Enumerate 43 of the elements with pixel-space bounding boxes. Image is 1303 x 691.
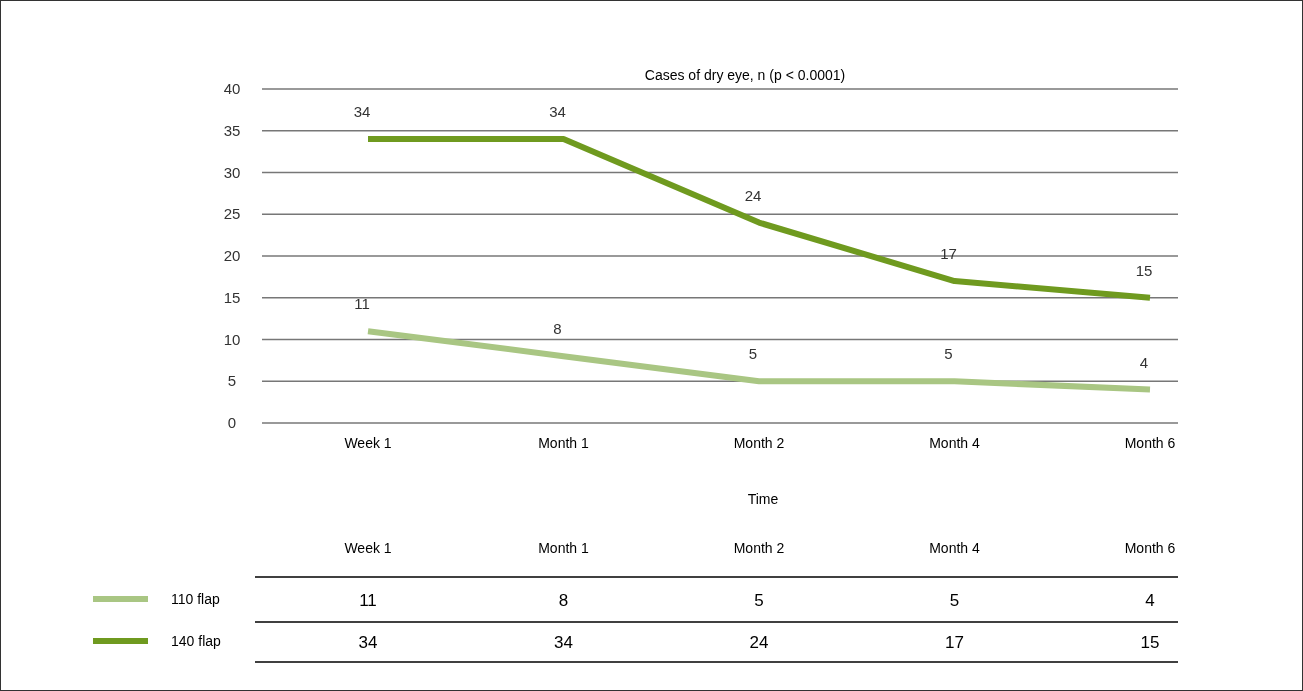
x-tick-label: Month 6 (1124, 435, 1176, 451)
annotation: 15 (1135, 261, 1153, 279)
y-tick-label: 25 (223, 205, 241, 223)
x-tick-label: Month 4 (929, 435, 980, 451)
annotation: 17 (940, 245, 957, 263)
annotation: 8 (553, 320, 562, 338)
data-label: 34 (358, 633, 378, 652)
y-tick-label: 30 (223, 163, 241, 181)
legend-label: 110 flap (171, 591, 220, 607)
chart-title: Cases of dry eye, n (p < 0.0001) (644, 67, 846, 83)
data-label: 4 (1145, 591, 1155, 610)
data-label: 8 (558, 591, 569, 610)
y-tick-label: 35 (223, 121, 241, 139)
annotation: 11 (354, 295, 370, 313)
category-label: Month 1 (538, 540, 589, 556)
annotation: 24 (744, 186, 762, 204)
data-label: 15 (1140, 633, 1160, 652)
x-tick-label: Month 1 (538, 435, 589, 451)
annotation: 5 (748, 345, 758, 363)
y-tick-label: 40 (223, 80, 241, 97)
y-tick-label: 20 (223, 247, 241, 264)
x-tick-label: Month 2 (733, 435, 785, 451)
data-label: 24 (749, 633, 769, 652)
annotation: 34 (353, 103, 371, 121)
category-label: Month 4 (929, 540, 980, 556)
y-tick-label: 5 (227, 372, 237, 390)
data-label: 17 (945, 633, 964, 652)
y-tick-label: 0 (227, 414, 237, 431)
category-label: Week 1 (344, 540, 392, 556)
data-label: 11 (359, 591, 377, 610)
x-tick-label: Week 1 (344, 435, 392, 451)
category-label: Month 2 (733, 540, 785, 556)
annotation: 34 (549, 103, 566, 121)
x-axis-title: Time (747, 491, 779, 507)
data-label: 5 (754, 591, 764, 610)
data-label: 5 (949, 591, 960, 610)
data-label: 34 (554, 633, 573, 652)
y-tick-label: 10 (223, 330, 241, 348)
annotation: 5 (944, 345, 953, 363)
category-label: Month 6 (1124, 540, 1176, 556)
legend-label: 140 flap (171, 633, 222, 649)
annotation: 4 (1139, 353, 1149, 371)
y-tick-label: 15 (223, 288, 241, 306)
